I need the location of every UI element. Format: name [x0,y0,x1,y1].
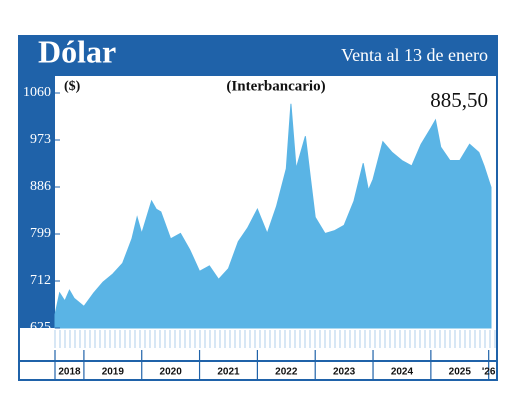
x-tick-label: 2018 [58,367,81,378]
y-tick-label: 799 [30,226,51,241]
x-tick-label: 2020 [160,367,183,378]
x-axis-background [20,328,496,379]
x-tick-label: 2023 [333,367,356,378]
area [54,103,492,329]
annotation: (Interbancario) [226,78,325,94]
chart-title: Dólar [38,33,116,69]
value-label: 885,50 [430,88,488,112]
y-tick-label: 625 [30,320,51,335]
y-axis-label: ($) [64,79,81,94]
chart-subtitle: Venta al 13 de enero [341,45,488,65]
x-tick-label: 2024 [391,367,414,378]
x-tick-label: '26 [482,367,496,378]
x-tick-label: 2019 [102,367,125,378]
x-tick-label: 2021 [217,367,240,378]
y-tick-label: 886 [30,179,51,194]
y-tick-label: 1060 [23,85,51,100]
x-tick-label: 2022 [275,367,298,378]
x-tick-label: 2025 [449,367,472,378]
y-tick-label: 973 [30,132,51,147]
y-tick-label: 712 [30,273,51,288]
